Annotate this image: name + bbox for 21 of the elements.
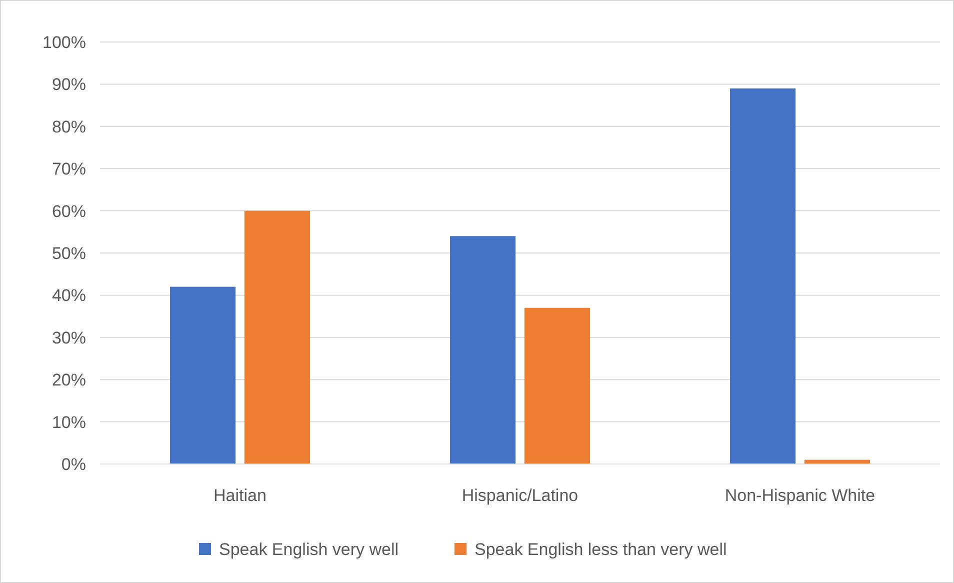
legend-label: Speak English very well	[219, 540, 399, 559]
y-tick-label: 50%	[52, 244, 86, 263]
bar	[730, 88, 796, 464]
legend-label: Speak English less than very well	[474, 540, 727, 559]
y-tick-label: 20%	[52, 370, 86, 390]
x-tick-label: Non-Hispanic White	[724, 486, 876, 505]
x-tick-label: Haitian	[214, 486, 266, 505]
y-tick-label: 60%	[52, 202, 86, 221]
y-tick-label: 0%	[61, 454, 86, 474]
y-tick-label: 30%	[52, 328, 86, 348]
bar	[170, 286, 236, 464]
bar	[450, 236, 516, 464]
y-tick-label: 10%	[52, 412, 86, 432]
y-tick-label: 100%	[42, 32, 86, 52]
x-tick-label: Hispanic/Latino	[462, 486, 578, 505]
bar	[524, 308, 590, 464]
y-tick-label: 80%	[52, 117, 86, 136]
y-tick-label: 90%	[52, 75, 86, 94]
y-tick-label: 40%	[52, 286, 86, 306]
bar	[244, 210, 310, 464]
y-tick-label: 70%	[52, 160, 86, 179]
